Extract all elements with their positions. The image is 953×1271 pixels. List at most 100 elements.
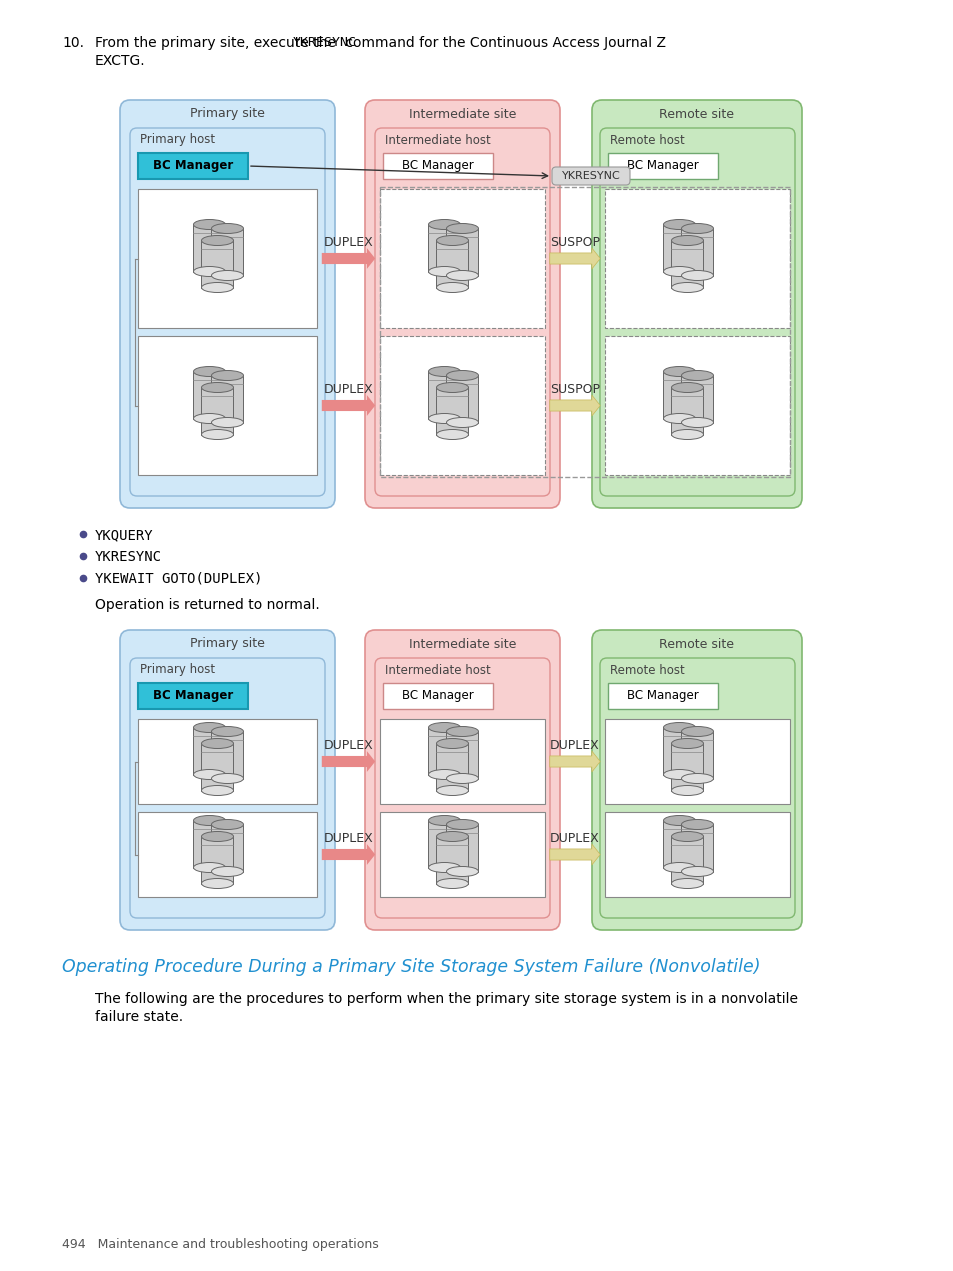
Ellipse shape [662,220,695,230]
FancyBboxPatch shape [365,630,559,930]
Ellipse shape [680,820,713,830]
Text: DUPLEX: DUPLEX [323,383,373,397]
Text: Intermediate host: Intermediate host [385,663,490,676]
Bar [680,732,713,779]
Ellipse shape [201,878,233,888]
Text: Operation is returned to normal.: Operation is returned to normal. [95,597,319,613]
Ellipse shape [436,738,468,749]
Ellipse shape [446,867,478,877]
Ellipse shape [446,271,478,281]
Ellipse shape [193,267,225,277]
Text: YKRESYNC: YKRESYNC [293,36,356,50]
Bar [446,825,478,872]
Ellipse shape [662,366,695,376]
Bar [662,821,695,868]
Bar [138,189,316,328]
Text: DUPLEX: DUPLEX [323,738,373,752]
Bar [662,371,695,418]
Ellipse shape [662,769,695,779]
Bar [662,225,695,272]
Ellipse shape [212,774,243,783]
Ellipse shape [671,878,702,888]
Bar [193,225,225,272]
Text: The following are the procedures to perform when the primary site storage system: The following are the procedures to perf… [95,991,797,1007]
Bar [446,732,478,779]
Bar [138,812,316,897]
Ellipse shape [680,774,713,783]
FancyBboxPatch shape [592,630,801,930]
Bar [382,683,493,709]
Ellipse shape [212,271,243,281]
Text: BC Manager: BC Manager [626,689,699,703]
Ellipse shape [201,430,233,440]
Bar [436,744,468,791]
Bar [604,812,789,897]
Ellipse shape [201,282,233,292]
Text: YKEWAIT GOTO(DUPLEX): YKEWAIT GOTO(DUPLEX) [95,572,262,586]
Bar [680,229,713,276]
Bar [680,825,713,872]
Text: BC Manager: BC Manager [152,689,233,703]
Ellipse shape [428,816,460,825]
Text: Primary host: Primary host [140,663,214,676]
Bar [436,388,468,435]
Ellipse shape [428,220,460,230]
Ellipse shape [201,785,233,796]
Ellipse shape [680,224,713,234]
Ellipse shape [662,267,695,277]
Ellipse shape [212,727,243,736]
Ellipse shape [680,727,713,736]
Text: DUPLEX: DUPLEX [550,738,599,752]
Text: Primary site: Primary site [190,108,265,121]
Text: failure state.: failure state. [95,1010,183,1024]
Ellipse shape [662,863,695,872]
Ellipse shape [212,224,243,234]
Text: DUPLEX: DUPLEX [323,236,373,249]
Bar [212,375,243,422]
Text: command for the Continuous Access Journal Z: command for the Continuous Access Journa… [340,36,665,50]
Bar [671,744,702,791]
FancyBboxPatch shape [120,100,335,508]
Text: BC Manager: BC Manager [626,159,699,173]
Ellipse shape [446,371,478,380]
Ellipse shape [428,413,460,423]
Ellipse shape [428,722,460,732]
Ellipse shape [428,769,460,779]
Bar [193,371,225,418]
Text: Remote site: Remote site [659,638,734,651]
Text: DUPLEX: DUPLEX [550,833,599,845]
Bar [446,229,478,276]
Text: From the primary site, execute the: From the primary site, execute the [95,36,340,50]
Ellipse shape [428,267,460,277]
Ellipse shape [680,417,713,427]
FancyBboxPatch shape [552,167,629,186]
Ellipse shape [436,831,468,841]
Bar [138,719,316,805]
Bar [671,240,702,287]
Ellipse shape [671,738,702,749]
Bar [680,375,713,422]
Bar [436,836,468,883]
Bar [379,189,544,328]
Text: BC Manager: BC Manager [402,689,474,703]
Bar [428,225,460,272]
Ellipse shape [671,235,702,245]
Ellipse shape [662,413,695,423]
Ellipse shape [671,831,702,841]
Ellipse shape [671,785,702,796]
FancyBboxPatch shape [375,128,550,496]
Ellipse shape [680,867,713,877]
Text: YKRESYNC: YKRESYNC [95,550,162,564]
FancyBboxPatch shape [375,658,550,918]
Text: YKRESYNC: YKRESYNC [561,172,619,180]
Ellipse shape [446,727,478,736]
Bar [201,836,233,883]
Bar [201,388,233,435]
FancyBboxPatch shape [130,658,325,918]
Bar [662,727,695,774]
Text: DUPLEX: DUPLEX [323,833,373,845]
Ellipse shape [193,722,225,732]
Bar [428,821,460,868]
Ellipse shape [436,282,468,292]
Ellipse shape [436,235,468,245]
